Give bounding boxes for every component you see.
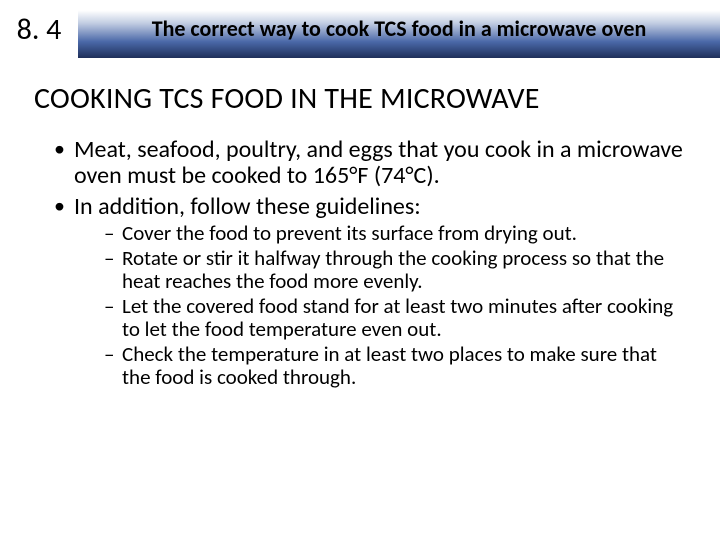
secondary-bullet-list: Cover the food to prevent its surface fr… bbox=[74, 222, 686, 390]
bullet-text: In addition, follow these guidelines: bbox=[74, 192, 421, 221]
section-number: 8. 4 bbox=[0, 0, 78, 58]
sub-bullet-item: Rotate or stir it halfway through the co… bbox=[104, 247, 686, 294]
bullet-item: In addition, follow these guidelines: Co… bbox=[54, 194, 686, 390]
title-bar: The correct way to cook TCS food in a mi… bbox=[78, 0, 720, 58]
slide-header: 8. 4 The correct way to cook TCS food in… bbox=[0, 0, 720, 58]
bullet-item: Meat, seafood, poultry, and eggs that yo… bbox=[54, 137, 686, 190]
primary-bullet-list: Meat, seafood, poultry, and eggs that yo… bbox=[34, 137, 686, 390]
slide-title: The correct way to cook TCS food in a mi… bbox=[152, 16, 647, 41]
sub-bullet-item: Check the temperature in at least two pl… bbox=[104, 343, 686, 390]
sub-bullet-item: Cover the food to prevent its surface fr… bbox=[104, 222, 686, 246]
main-heading: COOKING TCS FOOD IN THE MICROWAVE bbox=[34, 80, 686, 117]
sub-bullet-item: Let the covered food stand for at least … bbox=[104, 295, 686, 342]
slide-content: COOKING TCS FOOD IN THE MICROWAVE Meat, … bbox=[0, 58, 720, 390]
